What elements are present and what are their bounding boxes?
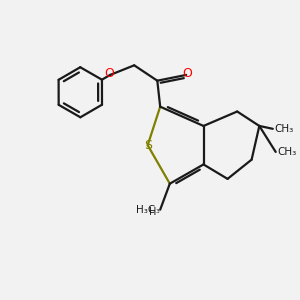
Text: S: S (144, 139, 152, 152)
Text: CH₃: CH₃ (278, 147, 297, 157)
Text: CH₃: CH₃ (275, 124, 294, 134)
Text: H: H (149, 207, 156, 217)
Text: $_3$: $_3$ (154, 207, 160, 216)
Text: H₃C: H₃C (136, 205, 155, 215)
Text: O: O (104, 68, 114, 80)
Text: O: O (182, 67, 192, 80)
